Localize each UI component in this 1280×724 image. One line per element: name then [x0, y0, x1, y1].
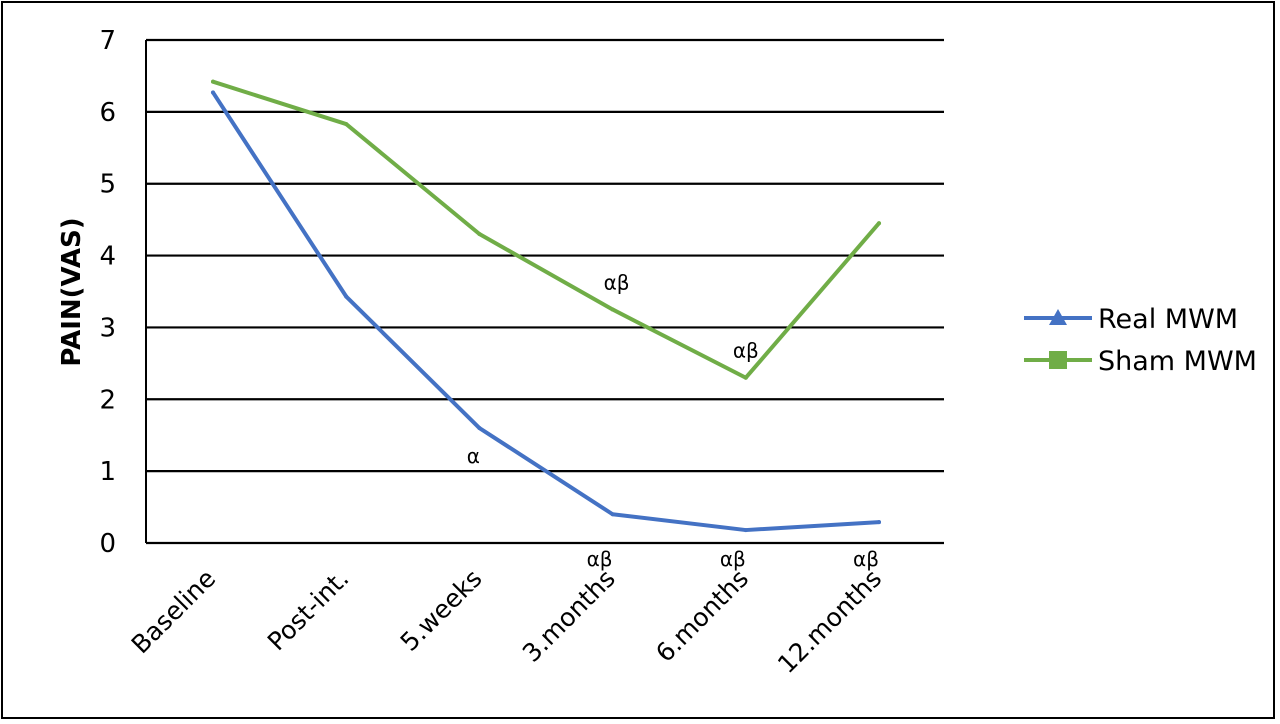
data-point: [877, 221, 881, 226]
y-tick-label: 6: [99, 98, 116, 128]
data-point: [477, 426, 482, 431]
y-tick-label: 1: [99, 457, 116, 487]
data-point: [743, 375, 748, 380]
series-line-sham-mwm: [211, 79, 881, 380]
annotation-label: αβ: [604, 270, 630, 294]
y-tick-label: 0: [99, 529, 116, 559]
annotation-label: αβ: [587, 547, 613, 571]
data-point: [344, 122, 349, 127]
data-point: [211, 90, 215, 95]
y-tick-label: 5: [99, 170, 116, 200]
annotation-label: αβ: [853, 547, 879, 571]
legend-label: Sham MWM: [1098, 346, 1257, 377]
legend-label: Real MWM: [1098, 304, 1238, 335]
x-tick-label: 3.months: [517, 564, 621, 668]
annotation-label: αβ: [733, 339, 759, 363]
annotation-label: αβ: [720, 547, 746, 571]
data-point: [211, 79, 215, 84]
annotation-label: α: [467, 444, 480, 468]
y-tick-label: 3: [99, 313, 116, 343]
data-point: [344, 294, 349, 299]
y-tick-label: 2: [99, 385, 116, 415]
data-point: [877, 520, 881, 525]
annotations: α αβ αβ αβ αβ αβ: [467, 270, 879, 571]
x-axis-ticks: Baseline Post-int. 5.weeks 3.months 6.months…: [126, 564, 887, 679]
x-tick-label: 12.months: [772, 564, 887, 679]
square-marker-icon: [1049, 351, 1067, 369]
x-tick-label: 6.months: [650, 564, 754, 668]
x-tick-label: Baseline: [126, 564, 221, 659]
y-axis-ticks: 0 1 2 3 4 5 6 7: [99, 26, 116, 559]
gridlines: [145, 38, 944, 545]
data-point: [610, 307, 615, 312]
x-tick-label: 5.weeks: [395, 564, 488, 657]
data-point: [610, 512, 615, 517]
data-point: [477, 232, 482, 237]
series-line-real-mwm: [211, 90, 881, 533]
x-tick-label: Post-int.: [262, 564, 355, 657]
y-tick-label: 7: [99, 26, 116, 56]
y-axis-label: PAIN(VAS): [57, 217, 87, 366]
legend: Real MWM Sham MWM: [1024, 304, 1257, 377]
series-lines: [211, 79, 881, 533]
triangle-marker-icon: [1049, 309, 1067, 325]
data-point: [743, 528, 748, 533]
y-tick-label: 4: [99, 242, 116, 272]
